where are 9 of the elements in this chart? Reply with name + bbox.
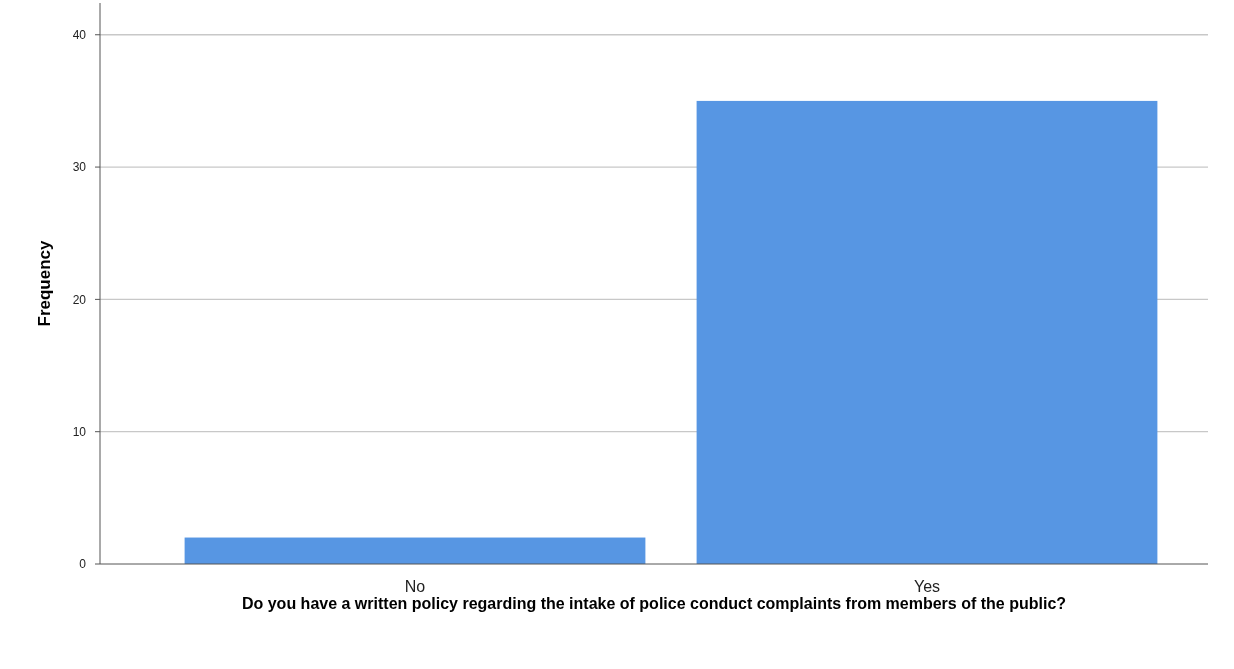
y-tick-label: 30 — [72, 160, 87, 175]
y-tick-label: 20 — [72, 292, 87, 307]
y-tick-label: 0 — [79, 557, 87, 572]
x-tick-label: No — [404, 578, 426, 595]
y-tick-label: 40 — [72, 27, 87, 42]
y-tick-label: 10 — [72, 424, 87, 439]
y-axis-title: Frequency — [35, 239, 54, 327]
x-tick-label: Yes — [913, 578, 941, 595]
x-axis-title: Do you have a written policy regarding the intake of police conduct complaints from members of the public? — [241, 595, 1067, 612]
